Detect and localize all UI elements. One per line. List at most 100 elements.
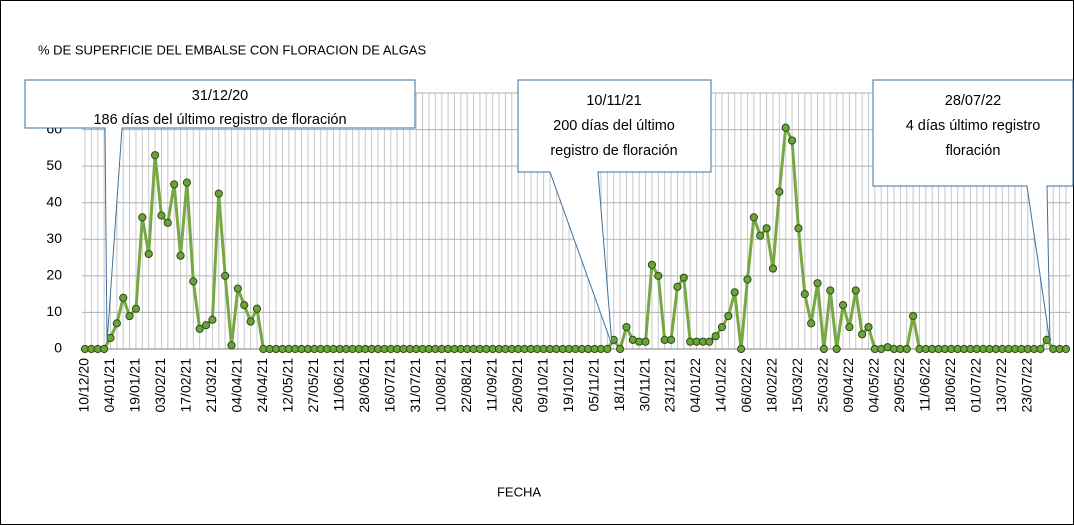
data-point — [679, 273, 688, 282]
data-point — [756, 231, 765, 240]
x-tick-label: 31/07/21 — [407, 358, 423, 413]
data-point — [1036, 344, 1045, 354]
data-point — [150, 151, 160, 160]
data-point — [119, 293, 128, 302]
callout-text: registro de floración — [550, 143, 677, 159]
x-tick-label: 25/03/22 — [815, 358, 831, 413]
data-point — [100, 344, 109, 354]
x-tick-label: 17/02/21 — [178, 358, 194, 413]
data-point — [157, 211, 166, 220]
x-tick-label: 05/11/21 — [585, 358, 601, 412]
x-tick-label: 12/05/21 — [280, 358, 296, 413]
y-tick-label: 50 — [46, 157, 62, 173]
data-point — [864, 322, 873, 332]
data-point — [845, 322, 854, 332]
data-point — [794, 224, 803, 233]
data-point — [781, 123, 790, 132]
data-point — [221, 271, 230, 280]
callout-text: 200 días del último — [553, 118, 675, 134]
data-point — [233, 284, 242, 293]
data-point — [666, 335, 676, 344]
data-point — [240, 301, 249, 310]
x-tick-label: 06/02/22 — [738, 358, 754, 413]
y-tick-label: 20 — [46, 267, 62, 283]
data-point — [673, 282, 682, 291]
data-point — [170, 180, 179, 189]
data-point — [819, 344, 829, 354]
data-point — [246, 317, 255, 326]
x-tick-label: 18/02/22 — [764, 358, 780, 413]
x-tick-label: 13/07/22 — [993, 358, 1009, 413]
data-point — [813, 279, 822, 288]
data-point — [227, 341, 236, 350]
x-tick-label: 27/05/21 — [305, 358, 321, 413]
callout-text: 28/07/22 — [945, 93, 1001, 109]
data-point — [641, 337, 650, 346]
data-point — [252, 304, 262, 313]
callout — [24, 79, 416, 344]
data-point — [208, 315, 217, 324]
data-point — [768, 264, 778, 273]
x-tick-label: 18/06/22 — [942, 358, 958, 413]
x-tick-label: 26/09/21 — [509, 358, 525, 413]
data-point — [1061, 344, 1071, 354]
data-point — [826, 286, 835, 295]
callout-text: 4 días último registro — [906, 118, 1041, 134]
x-tick-label: 09/04/22 — [840, 358, 856, 413]
x-tick-label: 10/08/21 — [432, 358, 448, 413]
data-point — [851, 286, 860, 295]
data-point — [832, 344, 841, 354]
x-tick-label: 03/02/21 — [152, 358, 168, 413]
data-point — [909, 311, 918, 321]
callout-text: 31/12/20 — [192, 88, 248, 104]
data-point — [838, 301, 848, 310]
x-tick-label: 21/03/21 — [203, 358, 219, 413]
x-axis-label: FECHA — [497, 484, 541, 499]
x-tick-label: 14/01/22 — [713, 358, 729, 413]
x-tick-label: 15/03/22 — [789, 358, 805, 413]
data-point — [214, 189, 223, 198]
data-point — [800, 290, 809, 299]
data-point — [138, 213, 147, 222]
data-point — [603, 344, 612, 354]
x-tick-label: 16/07/21 — [381, 358, 397, 413]
x-tick-label: 09/10/21 — [534, 358, 550, 413]
x-tick-label: 10/12/20 — [76, 358, 92, 413]
data-point — [201, 321, 211, 330]
y-tick-label: 40 — [46, 193, 62, 209]
data-point — [730, 288, 739, 297]
callout-text: 186 días del último registro de floració… — [93, 112, 346, 128]
x-tick-label: 19/01/21 — [127, 358, 143, 413]
data-point — [1042, 335, 1051, 344]
y-tick-label: 0 — [54, 340, 62, 356]
data-point — [615, 344, 625, 354]
data-point — [654, 271, 663, 280]
y-tick-label: 30 — [46, 230, 62, 246]
x-tick-label: 01/07/22 — [968, 358, 984, 413]
data-point — [622, 322, 631, 332]
x-tick-label: 23/12/21 — [662, 358, 678, 413]
data-point — [705, 337, 714, 346]
callout — [872, 79, 1074, 344]
data-point — [737, 344, 746, 354]
x-tick-label: 29/05/22 — [891, 358, 907, 413]
data-point — [743, 275, 752, 284]
data-point — [724, 311, 733, 321]
x-tick-label: 11/06/21 — [331, 358, 347, 412]
chart-title: % DE SUPERFICIE DEL EMBALSE CON FLORACIO… — [38, 42, 427, 57]
x-tick-label: 28/06/21 — [356, 358, 372, 413]
x-tick-label: 11/09/21 — [483, 358, 499, 412]
x-tick-label: 19/10/21 — [560, 358, 576, 413]
x-tick-label: 23/07/22 — [1018, 358, 1034, 413]
x-tick-label: 04/04/21 — [229, 358, 245, 413]
x-tick-label: 04/05/22 — [866, 358, 882, 413]
y-tick-label: 10 — [46, 303, 62, 319]
x-tick-label: 30/11/21 — [636, 358, 652, 412]
data-point — [176, 251, 185, 260]
data-point — [131, 304, 141, 313]
data-point — [762, 224, 771, 233]
callout — [517, 79, 712, 346]
callout-text: floración — [946, 143, 1001, 159]
data-point — [807, 319, 816, 328]
data-point — [711, 332, 720, 341]
